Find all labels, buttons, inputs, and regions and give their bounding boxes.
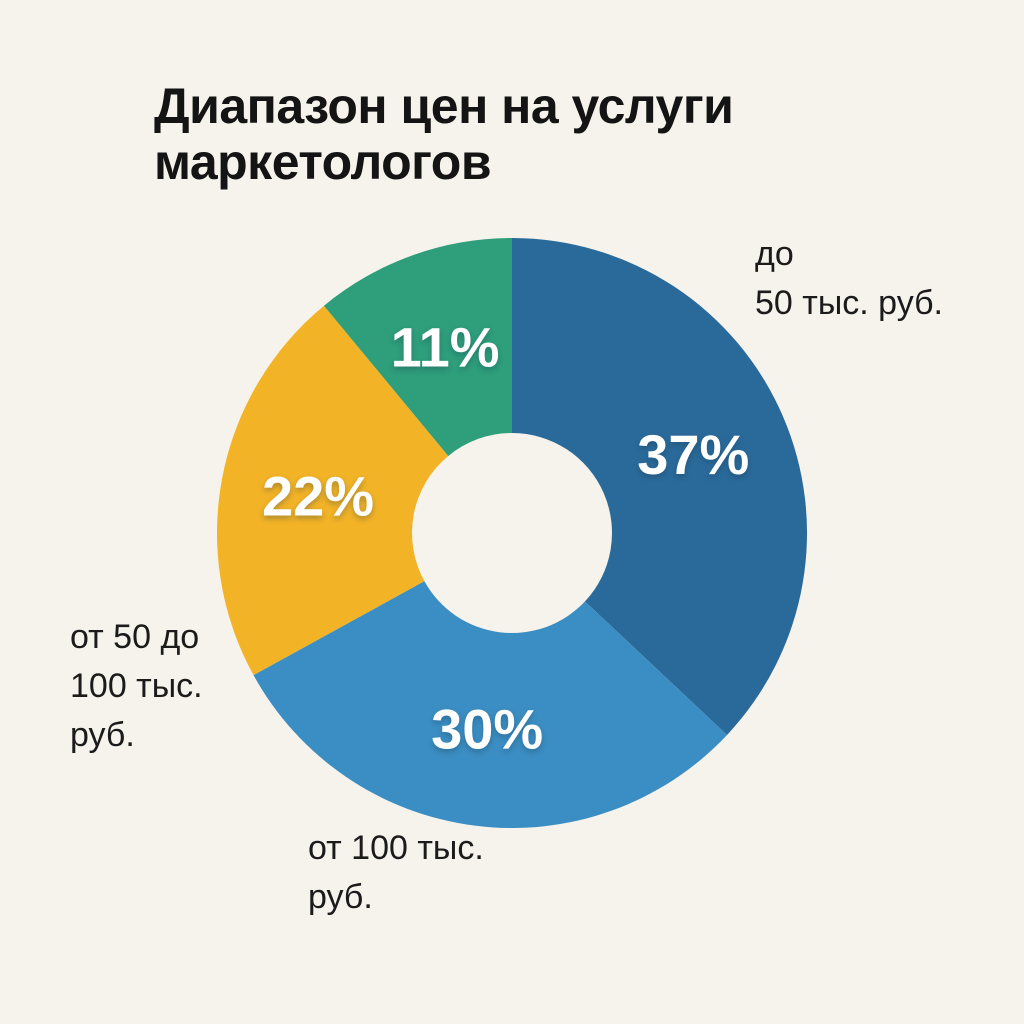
segment-label-line: руб.: [70, 716, 135, 754]
donut-chart-svg: 37% 30% 22% 11%: [217, 238, 807, 828]
page-title: Диапазон цен на услуги маркетологов: [154, 77, 734, 191]
pie-segment-3: [323, 238, 512, 456]
pie-segment-value-3: 11%: [391, 316, 500, 379]
segment-label-line: 50 тыс. руб.: [755, 284, 943, 322]
segment-label-line: от 100 тыс.: [308, 829, 484, 867]
segment-label-line: руб.: [308, 878, 373, 916]
pie-segment-value-0: 37%: [637, 423, 749, 486]
pie-segment-1: [253, 581, 728, 828]
pie-segment-value-1: 30%: [431, 697, 543, 760]
donut-chart: 37% 30% 22% 11%: [217, 238, 807, 828]
pie-segment-0: [512, 238, 807, 735]
pie-segment-2: [217, 305, 449, 676]
segment-label-ot-100-tys-rub: от 100 тыс. руб.: [308, 824, 484, 922]
segment-label-line: от 50 до: [70, 618, 200, 656]
segment-label-do-50-tys-rub: до 50 тыс. руб.: [755, 230, 943, 328]
segment-label-line: 100 тыс.: [70, 667, 203, 705]
pie-segment-value-2: 22%: [262, 465, 374, 528]
segment-label-line: до: [755, 235, 794, 273]
segment-label-ot-50-do-100-tys-rub: от 50 до 100 тыс. руб.: [70, 613, 203, 760]
